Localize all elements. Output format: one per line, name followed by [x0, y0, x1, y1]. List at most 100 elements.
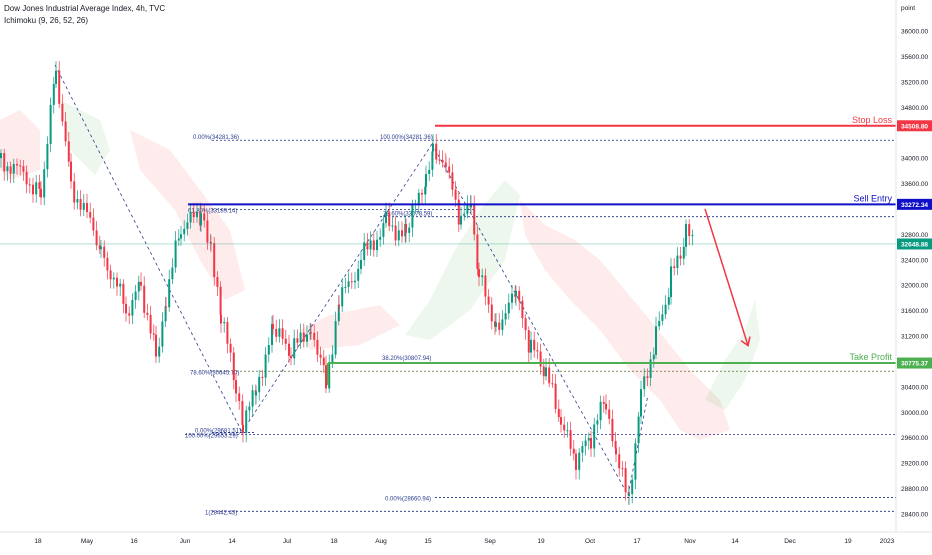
- price-tick-label: 35200.00: [901, 79, 928, 86]
- candle-body: [213, 243, 216, 278]
- candle-body: [43, 169, 46, 198]
- candle-body: [649, 359, 652, 378]
- candle-body: [575, 453, 577, 470]
- candle-body: [401, 230, 403, 237]
- fib-label: 100.00%(34281.36): [380, 135, 433, 141]
- candle-body: [634, 443, 637, 480]
- candle-body: [533, 339, 536, 351]
- ichimoku-cloud: [0, 110, 40, 180]
- ichimoku-cloud: [60, 100, 110, 175]
- candle-body: [235, 380, 237, 394]
- time-axis-bg: [0, 532, 932, 550]
- candle-body: [79, 199, 82, 210]
- level-name-stop-loss: Stop Loss: [852, 115, 893, 125]
- candle-body: [463, 213, 466, 216]
- price-axis-bg: [896, 0, 932, 550]
- time-tick-label: 14: [731, 538, 739, 545]
- candle-body: [106, 257, 109, 271]
- candle-body: [128, 313, 131, 316]
- time-tick-label: 14: [228, 538, 236, 545]
- candle-body: [328, 363, 331, 389]
- candle-body: [593, 424, 596, 449]
- candle-body: [466, 204, 469, 214]
- candle-body: [624, 468, 627, 492]
- price-tag-label: 33272.34: [901, 202, 928, 209]
- candle-body: [584, 440, 587, 447]
- candle-body: [548, 367, 551, 384]
- candle-body: [536, 350, 539, 352]
- candle-body: [631, 479, 634, 494]
- candle-body: [258, 376, 261, 393]
- candle-body: [369, 240, 372, 250]
- candle-body: [539, 351, 542, 367]
- candle-body: [431, 151, 434, 170]
- candle-body: [511, 293, 513, 303]
- time-tick-label: 19: [844, 538, 852, 545]
- candle-body: [473, 204, 476, 235]
- candle-body: [667, 297, 670, 305]
- candle-body: [248, 406, 251, 411]
- candle-body: [454, 189, 457, 200]
- candle-body: [637, 416, 640, 444]
- candle-body: [490, 304, 493, 322]
- fib-label: 0.00%(34281.36): [193, 135, 239, 141]
- candle-body: [618, 454, 621, 469]
- candle-body: [192, 211, 195, 218]
- candle-body: [363, 242, 366, 261]
- candle-body: [628, 493, 630, 496]
- candle-body: [112, 277, 115, 280]
- time-tick-label: Dec: [784, 538, 796, 545]
- candle-body: [481, 275, 484, 278]
- candle-body: [640, 389, 642, 417]
- candle-body: [64, 121, 67, 142]
- candle-body: [131, 300, 134, 316]
- candle-body: [554, 383, 557, 409]
- price-tick-label: 33600.00: [901, 181, 928, 188]
- candle-body: [275, 328, 278, 337]
- candle-body: [354, 280, 356, 283]
- candle-body: [599, 401, 602, 421]
- candle-body: [200, 213, 202, 226]
- candle-body: [457, 199, 460, 225]
- candle-body: [223, 322, 226, 324]
- chart-header: Dow Jones Industrial Average Index, 4h, …: [4, 4, 165, 25]
- candle-body: [293, 338, 296, 359]
- level-name-sell-entry: Sell Entry: [853, 193, 892, 203]
- candle-body: [388, 211, 391, 227]
- indicator-legend[interactable]: Ichimoku (9, 26, 52, 26): [4, 16, 89, 25]
- candle-body: [685, 224, 687, 247]
- price-tick-label: 28800.00: [901, 486, 928, 493]
- candle-body: [563, 424, 566, 431]
- candle-body: [421, 192, 423, 195]
- candle-body: [524, 318, 527, 331]
- candle-body: [337, 304, 340, 322]
- candle-body: [76, 199, 79, 203]
- candle-body: [52, 84, 55, 105]
- candle-body: [448, 166, 451, 173]
- candle-body: [229, 343, 232, 353]
- candle-body: [245, 410, 248, 433]
- price-tick-label: 31200.00: [901, 334, 928, 341]
- candle-body: [67, 141, 70, 162]
- candle-body: [658, 320, 661, 327]
- candle-body: [313, 332, 316, 340]
- candle-body: [174, 240, 177, 268]
- candle-body: [168, 279, 171, 308]
- candle-body: [325, 365, 327, 389]
- candle-body: [281, 328, 284, 339]
- candle-body: [357, 268, 360, 281]
- candle-body: [688, 224, 691, 236]
- candle-body: [487, 296, 490, 305]
- candle-body: [484, 275, 487, 297]
- candle-body: [438, 159, 441, 161]
- price-tick-label: 32800.00: [901, 232, 928, 239]
- candle-body: [196, 211, 198, 218]
- candle-body: [302, 332, 305, 342]
- candle-body: [596, 420, 599, 425]
- candle-body: [12, 163, 15, 174]
- candle-body: [6, 166, 9, 172]
- time-tick-label: Jul: [283, 538, 292, 545]
- candle-body: [306, 334, 308, 342]
